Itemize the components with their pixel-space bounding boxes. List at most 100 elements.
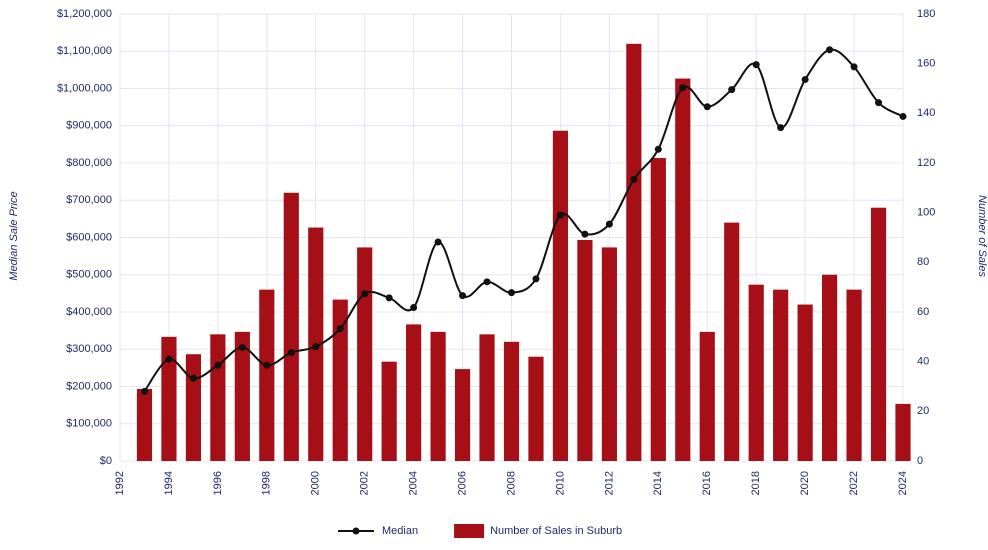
line-marker [605, 220, 613, 228]
x-tick-label: 1998 [261, 471, 273, 495]
y2-tick-label: 120 [917, 157, 935, 169]
line-marker [238, 343, 246, 351]
bar [430, 331, 446, 461]
bar [503, 341, 520, 461]
line-marker [850, 63, 858, 71]
legend-label: Number of Sales in Suburb [490, 525, 622, 537]
y-tick-label: $1,100,000 [57, 45, 112, 57]
bar [797, 304, 813, 461]
y-tick-label: $1,000,000 [57, 82, 112, 94]
line-marker [532, 275, 540, 283]
x-tick-label: 2018 [750, 471, 762, 495]
line-marker [140, 387, 148, 395]
line-marker [826, 46, 834, 54]
y2-tick-label: 40 [917, 356, 929, 368]
y2-tick-label: 80 [917, 256, 929, 268]
line-marker [679, 84, 687, 92]
line-marker [189, 374, 197, 382]
line-marker [752, 61, 760, 69]
bar [552, 130, 569, 461]
bar [822, 274, 838, 461]
y-tick-label: $600,000 [66, 231, 112, 243]
bar [773, 289, 789, 461]
bar [210, 334, 226, 461]
line-marker [336, 325, 344, 333]
bar [136, 388, 153, 461]
y2-tick-label: 20 [917, 405, 929, 417]
bar [259, 289, 275, 461]
legend-swatch [352, 527, 360, 535]
x-tick-label: 2014 [652, 471, 664, 495]
line-marker [581, 230, 589, 238]
x-tick-label: 1994 [163, 471, 175, 495]
x-tick-label: 2002 [359, 471, 371, 495]
x-tick-label: 2006 [456, 471, 468, 495]
bar [846, 289, 862, 461]
bar [454, 369, 471, 461]
y-tick-label: $900,000 [66, 120, 112, 132]
line-marker [899, 112, 907, 120]
bar [724, 222, 740, 461]
line [143, 48, 904, 392]
y-tick-label: $0 [100, 455, 112, 467]
bar [870, 207, 887, 461]
y-tick-label: $400,000 [66, 306, 112, 318]
line-marker [556, 211, 564, 219]
y2-tick-label: 100 [917, 207, 935, 219]
line-marker [459, 292, 467, 300]
y-tick-label: $200,000 [66, 380, 112, 392]
bar [357, 247, 373, 461]
x-tick-label: 2008 [505, 471, 517, 495]
line-marker [483, 278, 491, 286]
y-tick-label: $800,000 [66, 157, 112, 169]
line-marker [630, 175, 638, 183]
x-tick-label: 2024 [897, 471, 909, 495]
line-marker [385, 294, 393, 302]
y2-tick-label: 140 [917, 107, 935, 119]
legend-label: Median [382, 525, 418, 537]
bar [626, 43, 642, 462]
line-marker [777, 124, 785, 132]
y2-axis-title: Number of Sales [976, 195, 988, 277]
x-tick-label: 2016 [701, 471, 713, 495]
line-marker [214, 361, 222, 369]
line-marker [654, 145, 662, 153]
bar [332, 299, 348, 461]
y2-tick-label: 180 [917, 8, 935, 20]
line-marker [312, 343, 320, 351]
y-tick-label: $700,000 [66, 194, 112, 206]
y2-tick-label: 160 [917, 58, 935, 70]
line-marker [801, 76, 809, 84]
line-marker [875, 99, 883, 107]
bar [185, 354, 201, 461]
x-tick-label: 2012 [603, 471, 615, 495]
bar [675, 78, 691, 462]
x-tick-label: 2000 [310, 471, 322, 495]
y-tick-label: $500,000 [66, 269, 112, 281]
y-tick-label: $100,000 [66, 418, 112, 430]
line-marker [703, 103, 711, 111]
bar [528, 356, 544, 461]
bar [406, 324, 422, 461]
bar [895, 403, 911, 461]
y-tick-label: $300,000 [66, 343, 112, 355]
line-marker [508, 289, 515, 297]
bar [748, 284, 764, 461]
x-tick-label: 2010 [554, 471, 566, 495]
legend-swatch [454, 524, 485, 538]
line-marker [410, 304, 418, 312]
bar [601, 247, 617, 461]
line-marker [263, 361, 271, 369]
line-marker [434, 238, 442, 246]
y-axis-title: Median Sale Price [8, 191, 20, 280]
y2-tick-label: 60 [917, 306, 929, 318]
bar [283, 192, 299, 462]
line-marker [728, 86, 736, 94]
y-tick-label: $1,200,000 [57, 8, 112, 20]
line-marker [361, 290, 369, 298]
line-marker [165, 355, 173, 363]
x-tick-label: 1992 [114, 471, 126, 495]
bar [234, 331, 250, 461]
x-tick-label: 2022 [848, 471, 860, 495]
